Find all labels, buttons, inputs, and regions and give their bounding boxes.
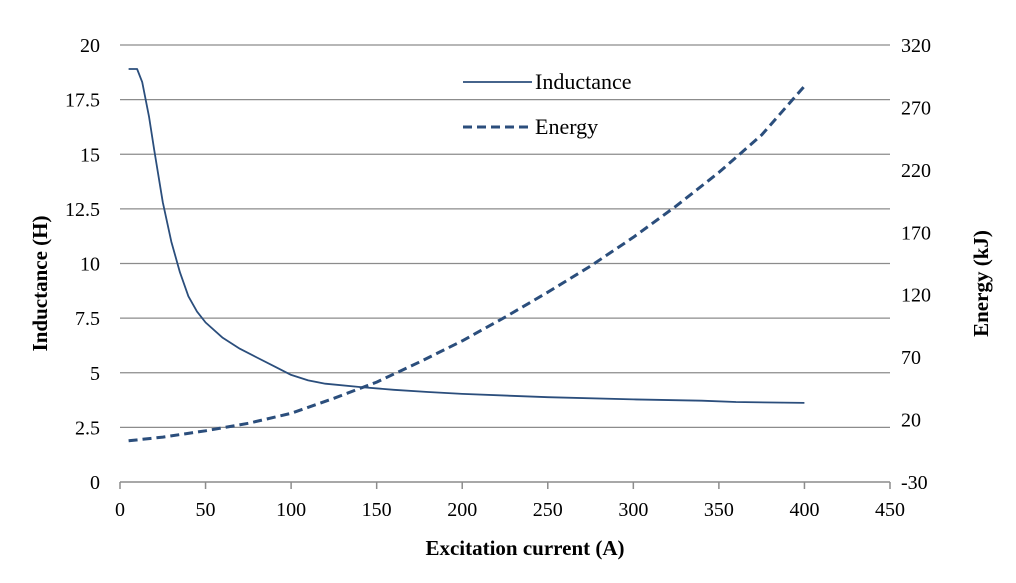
- y2-tick-label: 220: [901, 160, 931, 182]
- x-tick-label: 0: [115, 499, 125, 521]
- y-tick-label: 5: [90, 363, 100, 385]
- tick-labels: 0 2.5 5 7.5 10 12.5 15 17.5 20 -30 20 70 120 170 220 27…: [65, 35, 931, 521]
- y2-axis-title: Energy (kJ): [969, 230, 993, 337]
- series-line-energy: [128, 85, 806, 443]
- y2-tick-label: 170: [901, 222, 931, 244]
- y-tick-label: 12.5: [65, 199, 100, 221]
- x-tick-label: 50: [196, 499, 216, 521]
- y-tick-label: 15: [80, 144, 100, 166]
- x-tick-label: 450: [875, 499, 905, 521]
- x-tick-label: 350: [704, 499, 734, 521]
- y2-tick-label: 70: [901, 347, 921, 369]
- y-tick-label: 10: [80, 254, 100, 276]
- y2-tick-label: -30: [901, 472, 928, 494]
- y2-tick-label: 320: [901, 35, 931, 57]
- y-tick-label: 0: [90, 472, 100, 494]
- y-axis-title: Inductance (H): [28, 216, 52, 352]
- y-tick-label: 7.5: [75, 308, 100, 330]
- y2-tick-label: 20: [901, 410, 921, 432]
- x-tick-label: 250: [533, 499, 563, 521]
- y2-tick-label: 120: [901, 285, 931, 307]
- y-tick-label: 17.5: [65, 90, 100, 112]
- y-tick-label: 20: [80, 35, 100, 57]
- x-tick-label: 200: [447, 499, 477, 521]
- axes: [119, 481, 891, 489]
- x-tick-label: 150: [362, 499, 392, 521]
- legend: Inductance Energy: [463, 69, 632, 139]
- series-lines: [128, 68, 806, 443]
- y-tick-label: 2.5: [75, 417, 100, 439]
- x-axis-title: Excitation current (A): [425, 536, 624, 560]
- x-tick-label: 300: [618, 499, 648, 521]
- legend-label-energy: Energy: [535, 114, 598, 139]
- gridlines: [120, 44, 890, 428]
- x-tick-label: 400: [789, 499, 819, 521]
- y2-tick-label: 270: [901, 97, 931, 119]
- series-line-inductance: [128, 68, 805, 404]
- x-tick-label: 100: [276, 499, 306, 521]
- legend-label-inductance: Inductance: [535, 69, 632, 94]
